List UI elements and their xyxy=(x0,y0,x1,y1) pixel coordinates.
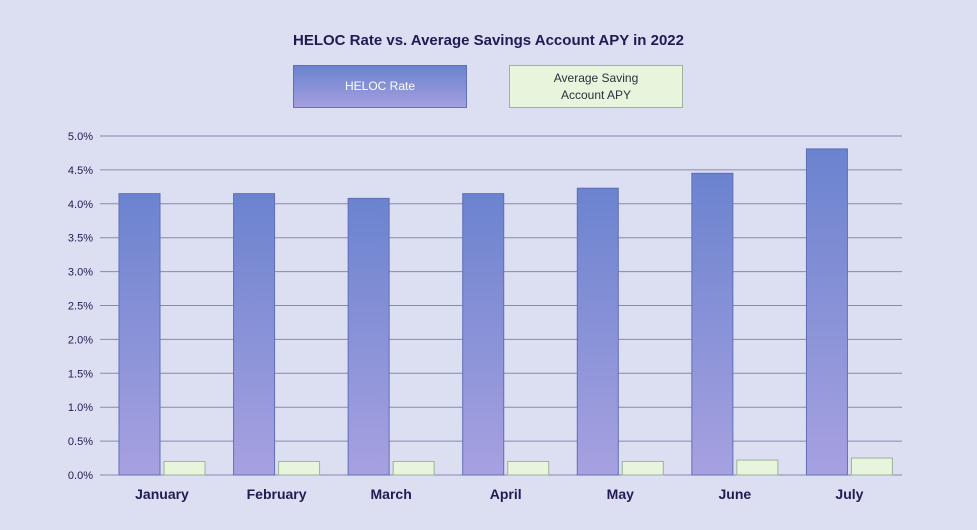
y-tick-label: 0.0% xyxy=(68,470,93,482)
bar-savings-march xyxy=(392,460,435,476)
y-tick-label: 2.5% xyxy=(68,301,93,313)
bar-savings-january xyxy=(163,460,206,476)
x-axis-ticks: January February March April May June July xyxy=(135,486,863,502)
y-tick-label: 5.0% xyxy=(68,131,93,143)
chart-title: HELOC Rate vs. Average Savings Account A… xyxy=(293,32,684,49)
bar-heloc-april xyxy=(462,193,505,476)
y-tick-label: 3.0% xyxy=(68,267,93,279)
bars xyxy=(118,148,893,476)
x-tick-label: March xyxy=(371,486,412,502)
bar-savings-april xyxy=(507,460,550,476)
y-tick-label: 4.0% xyxy=(68,199,93,211)
bar-heloc-february xyxy=(233,193,276,476)
x-tick-label: April xyxy=(490,486,522,502)
bar-heloc-january xyxy=(118,193,161,476)
bar-savings-may xyxy=(621,460,664,476)
legend-heloc-label: HELOC Rate xyxy=(344,79,416,93)
y-tick-label: 1.5% xyxy=(68,368,93,380)
legend-savings-label: Average Saving Account APY xyxy=(553,70,639,102)
y-tick-label: 1.0% xyxy=(68,402,93,414)
bar-heloc-may xyxy=(576,187,619,476)
bar-heloc-june xyxy=(691,172,734,476)
y-tick-label: 0.5% xyxy=(68,436,93,448)
x-tick-label: February xyxy=(247,486,307,502)
x-tick-label: January xyxy=(135,486,189,502)
legend-heloc-rate: HELOC Rate xyxy=(293,65,467,108)
x-tick-label: July xyxy=(835,486,863,502)
legend-savings-apy: Average Saving Account APY xyxy=(509,65,683,108)
y-tick-label: 3.5% xyxy=(68,233,93,245)
y-axis-ticks: 0.0% 0.5% 1.0% 1.5% 2.0% 2.5% 3.0% 3.5% 4.0% 4.5%… xyxy=(68,131,93,482)
x-tick-label: May xyxy=(607,486,634,502)
bar-heloc-july xyxy=(805,148,848,476)
bar-heloc-march xyxy=(347,197,390,476)
bar-savings-july xyxy=(850,457,893,476)
x-tick-label: June xyxy=(719,486,752,502)
y-tick-label: 2.0% xyxy=(68,334,93,346)
y-tick-label: 4.5% xyxy=(68,165,93,177)
bar-savings-february xyxy=(278,460,321,476)
bar-savings-june xyxy=(736,459,779,476)
